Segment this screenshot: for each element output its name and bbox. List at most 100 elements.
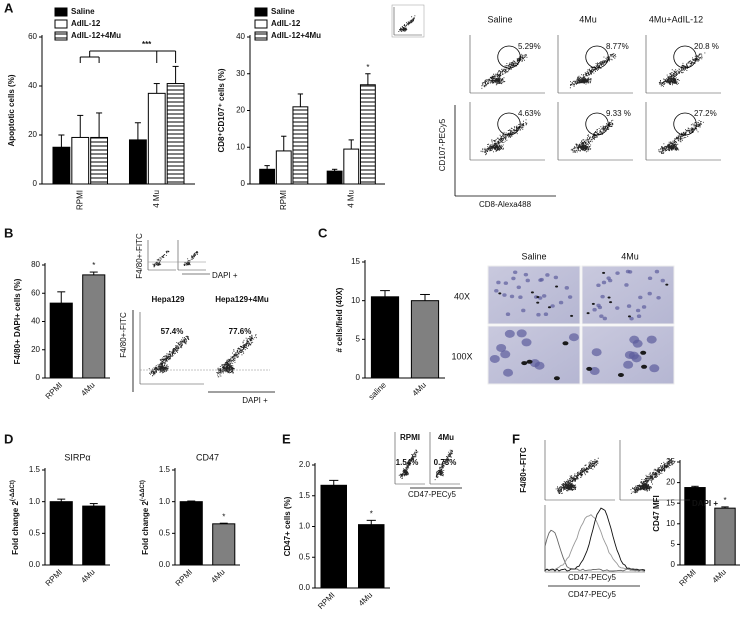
significance-mark: * (370, 509, 373, 518)
pigment (665, 283, 669, 286)
flow-dots (630, 458, 676, 494)
cell-nucleus (504, 329, 515, 338)
y-axis-label-main: Fold change 2 (141, 501, 150, 555)
cell-nucleus (503, 368, 514, 377)
cell-nucleus (646, 335, 657, 344)
pigment (521, 361, 528, 366)
cell-nucleus (631, 354, 642, 363)
flow-column-header: Saline (487, 14, 512, 24)
flow-gate (585, 45, 609, 69)
bar (320, 484, 347, 589)
bar (49, 302, 73, 379)
pigment (609, 301, 613, 304)
cell-nucleus (596, 303, 601, 308)
cell-nucleus (592, 307, 597, 312)
legend-label: AdIL-12+4Mu (71, 31, 121, 40)
cell-nucleus (626, 304, 632, 308)
y-tick-label: 0.0 (29, 560, 41, 569)
flow-percentage: 0.73% (434, 458, 457, 467)
pigment (591, 302, 595, 305)
cell-nucleus (523, 272, 529, 277)
bar (82, 274, 106, 379)
cell-nucleus (601, 280, 607, 285)
y-tick-label: 0.5 (29, 528, 41, 537)
bar (370, 296, 400, 379)
flow-axis-label: F4/80+-FITC (119, 312, 128, 358)
flow-column-header: 4Mu (438, 433, 454, 442)
cell-nucleus (503, 281, 509, 285)
flow-dots (570, 119, 614, 153)
flow-percentage: 4.63% (518, 109, 541, 118)
y-tick-label: 2.0 (299, 460, 311, 469)
histogram-curve (544, 507, 646, 572)
cell-nucleus (567, 295, 573, 299)
cell-nucleus (550, 304, 555, 308)
cell-nucleus (525, 278, 530, 283)
y-tick-label: 40 (236, 32, 245, 41)
cell-nucleus (558, 300, 564, 305)
y-tick-label: 80 (31, 260, 40, 269)
y-tick-label: 0.0 (299, 583, 311, 592)
flow-tick-text: CD47-PECy5 (568, 573, 617, 582)
cell-nucleus (606, 276, 611, 280)
y-axis-label: # cells/field (40X) (335, 287, 344, 352)
flow-gate (497, 112, 521, 136)
y-tick-label: 30 (236, 69, 245, 78)
flow-column-header: RPMI (400, 433, 420, 442)
legend-swatch (254, 7, 268, 17)
flow-percentage: 57.4% (161, 327, 184, 336)
y-tick-label: 1.5 (299, 491, 311, 500)
panel-label: E (282, 431, 291, 446)
chart-title: SIRPα (64, 452, 90, 462)
pigment (586, 366, 593, 371)
y-axis-label: F4/80+ DAPI+ cells (%) (13, 278, 22, 364)
flow-axis-label: DAPI + (242, 396, 268, 405)
pigment (562, 341, 569, 346)
cell-nucleus (654, 269, 660, 274)
y-axis-label-main: Fold change 2 (11, 501, 20, 555)
significance-mark: * (92, 261, 95, 270)
panel-label: C (318, 225, 328, 240)
cell-nucleus (516, 329, 527, 338)
y-tick-label: 10 (666, 519, 675, 528)
y-tick-label: 10 (236, 142, 245, 151)
histology-column-header: Saline (521, 251, 546, 261)
flow-dots (569, 53, 617, 89)
cell-nucleus (635, 308, 641, 313)
flow-dots (658, 52, 706, 87)
pigment (555, 285, 559, 288)
y-tick-label: 60 (28, 32, 37, 41)
pigment (641, 364, 648, 369)
x-tick-label: 4 Mu (152, 190, 161, 208)
legend-swatch (54, 31, 68, 41)
flow-dots (481, 53, 528, 89)
cell-nucleus (512, 270, 518, 275)
chart-title: CD47 (196, 452, 219, 462)
panel-label: D (4, 431, 13, 446)
pigment (627, 315, 631, 318)
bar (90, 136, 109, 185)
flow-axis-label: DAPI + (692, 499, 718, 508)
significance-mark: * (366, 63, 369, 72)
cell-nucleus (596, 283, 601, 288)
histogram-curve (544, 514, 646, 572)
panel-label: F (512, 431, 520, 446)
legend-swatch (254, 31, 268, 41)
flow-percentage: 20.8 % (694, 42, 719, 51)
significance-mark: *** (142, 40, 152, 49)
pigment (547, 306, 551, 309)
pigment (553, 376, 560, 381)
flow-percentage: 9.33 % (606, 109, 631, 118)
bar (128, 139, 147, 185)
cell-nucleus (636, 314, 642, 318)
y-tick-label: 0.0 (159, 560, 171, 569)
flow-axis-label: CD107-PECy5 (438, 118, 447, 171)
pigment (536, 295, 540, 298)
y-tick-label: 40 (28, 81, 37, 90)
flow-percentage: 8.77% (606, 42, 629, 51)
bar (212, 523, 236, 566)
legend-swatch (254, 19, 268, 29)
flow-dots (398, 15, 416, 32)
histology-image (487, 265, 581, 325)
